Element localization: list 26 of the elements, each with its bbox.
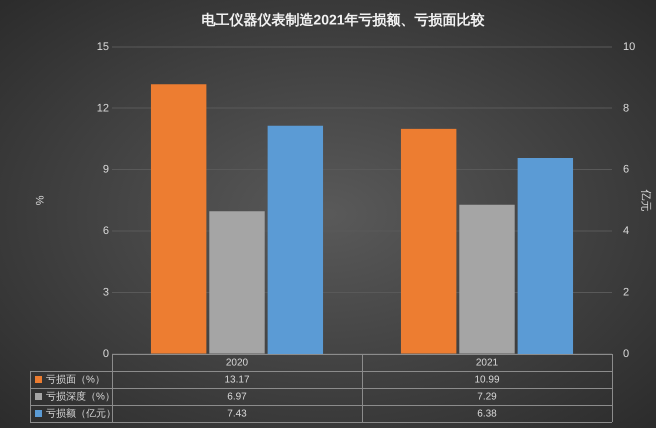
y-tick-label: 9: [102, 164, 109, 176]
x-tick-label: 2021: [476, 357, 499, 368]
legend-label: 亏损深度（%）: [46, 390, 115, 402]
y2-tick-label: 0: [623, 348, 630, 360]
y2-tick-label: 4: [623, 225, 630, 238]
y2-tick-label: 2: [623, 286, 630, 299]
data-label: 7.43: [227, 408, 248, 420]
y2-tick-label: 10: [623, 40, 636, 53]
y-tick-label: 6: [102, 225, 109, 238]
x-tick-label: 2020: [226, 357, 249, 368]
data-label: 7.29: [477, 391, 498, 402]
legend-label: 亏损额（亿元）: [46, 407, 116, 420]
data-label: 10.99: [474, 374, 500, 386]
data-label: 13.17: [224, 374, 250, 386]
y-tick-label: 15: [96, 40, 109, 53]
chart-title: 电工仪器仪表制造2021年亏损额、亏损面比较: [201, 11, 486, 28]
data-label: 6.97: [227, 391, 248, 402]
y-tick-label: 12: [96, 102, 109, 114]
y-tick-label: 0: [102, 348, 109, 360]
y-axis-title: %: [34, 195, 47, 206]
y2-axis-title: 亿元: [639, 188, 652, 212]
y2-tick-label: 6: [623, 164, 630, 176]
legend-label: 亏损面（%）: [46, 373, 105, 386]
data-label: 6.38: [477, 408, 498, 420]
y2-tick-label: 8: [623, 102, 630, 114]
y-tick-label: 3: [102, 286, 109, 299]
